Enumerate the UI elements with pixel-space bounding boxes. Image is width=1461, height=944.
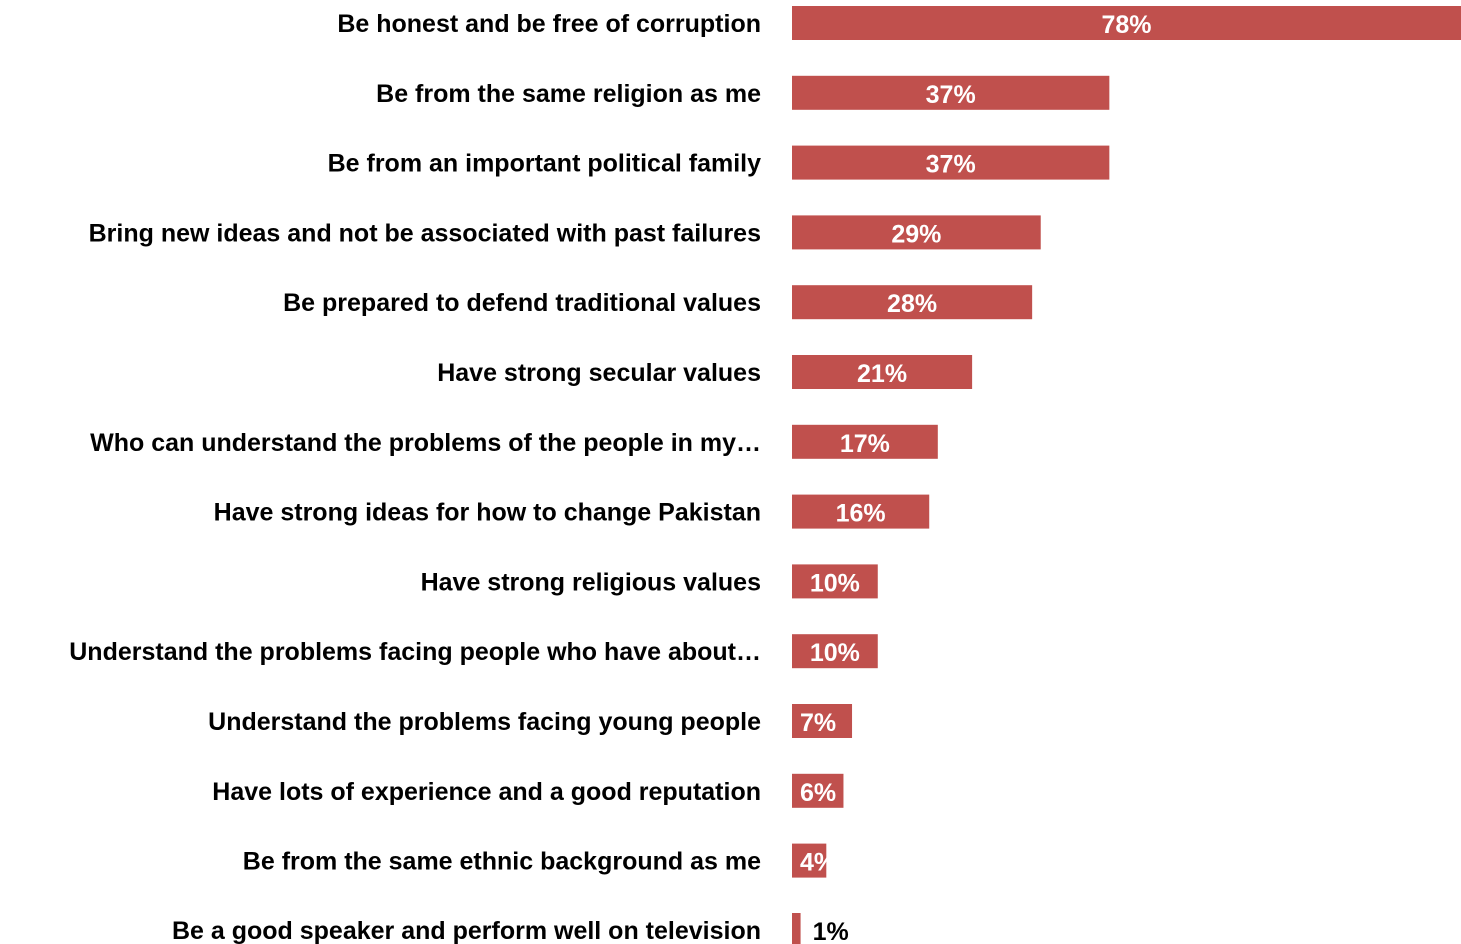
- value-label: 28%: [887, 290, 937, 318]
- bar: [792, 355, 973, 389]
- category-label: Be from an important political family: [328, 150, 761, 178]
- value-label: 37%: [926, 151, 976, 179]
- category-label: Bring new ideas and not be associated wi…: [89, 219, 761, 247]
- category-labels-group: Be honest and be free of corruption Be fr…: [69, 10, 761, 944]
- bar: [792, 145, 1110, 180]
- category-label: Who can understand the problems of the p…: [90, 429, 761, 457]
- bar: [792, 285, 1033, 320]
- bar: [792, 704, 853, 738]
- bar: [792, 215, 1041, 250]
- bar: [792, 843, 827, 878]
- category-label: Be from the same ethnic background as me: [243, 848, 761, 876]
- value-label: 10%: [810, 639, 860, 667]
- value-label: 6%: [800, 779, 836, 807]
- value-label: 4%: [800, 849, 836, 877]
- value-label: 21%: [857, 360, 907, 388]
- value-label: 37%: [926, 81, 976, 109]
- category-label: Be from the same religion as me: [376, 80, 761, 108]
- category-label: Have lots of experience and a good reput…: [212, 778, 761, 806]
- value-label: 16%: [836, 500, 886, 528]
- category-label: Understand the problems facing people wh…: [69, 638, 761, 666]
- bars-group: [792, 6, 1461, 944]
- bar: [792, 564, 878, 599]
- bar: [792, 494, 930, 529]
- category-label: Have strong religious values: [421, 568, 761, 596]
- value-label: 29%: [891, 220, 941, 248]
- bar: [792, 75, 1110, 110]
- category-label: Be honest and be free of corruption: [337, 10, 761, 38]
- bar: [792, 913, 801, 944]
- category-label: Be prepared to defend traditional values: [283, 289, 761, 317]
- value-label: 17%: [840, 430, 890, 458]
- bar: [792, 773, 844, 808]
- value-label: 10%: [810, 569, 860, 597]
- bar: [792, 634, 878, 669]
- category-label: Be a good speaker and perform well on te…: [172, 917, 761, 944]
- value-labels-group: 78% 37% 37% 29% 28% 21% 17% 16% 10% 10% 7% 6% 4% 1%: [800, 11, 1152, 944]
- category-label: Have strong secular values: [437, 359, 761, 387]
- category-label: Understand the problems facing young peo…: [208, 708, 761, 736]
- bar: [792, 424, 938, 459]
- value-label: 78%: [1101, 11, 1151, 39]
- value-label: 7%: [800, 709, 836, 737]
- category-label: Have strong ideas for how to change Paki…: [214, 499, 761, 527]
- value-label: 1%: [813, 918, 849, 944]
- bar: [792, 6, 1461, 40]
